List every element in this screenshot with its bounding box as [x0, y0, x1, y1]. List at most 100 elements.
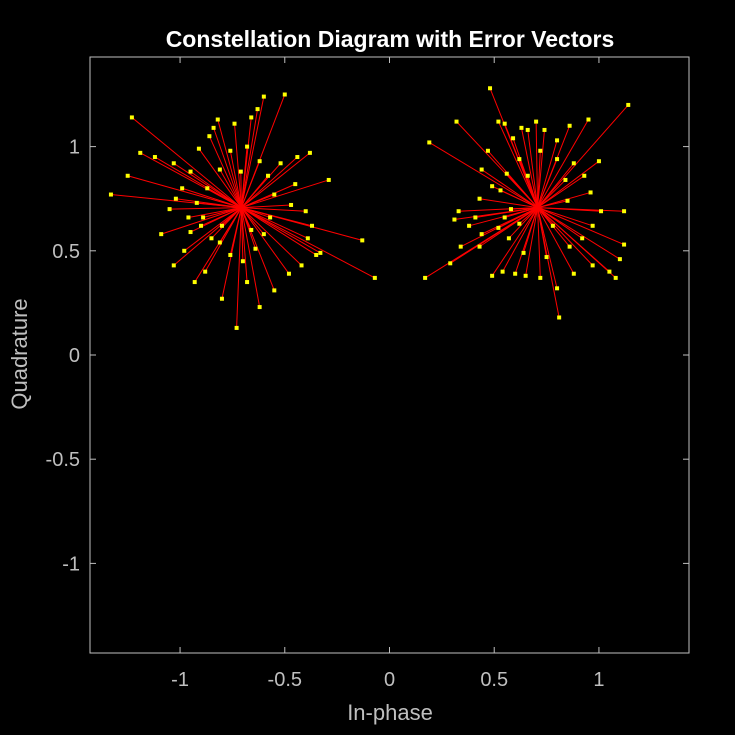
received-symbol-marker	[423, 275, 428, 280]
received-symbol-marker	[253, 246, 258, 251]
axis-ticks: -1 -0.5 0 0.5 1 -1 -0.5 0 0.5 1	[46, 57, 689, 691]
y-tick-label: -1	[62, 553, 80, 575]
received-symbol-marker	[171, 161, 176, 166]
error-vector	[537, 158, 558, 208]
received-symbol-marker	[238, 169, 243, 174]
error-vector	[240, 171, 242, 208]
error-vector	[502, 207, 539, 272]
received-symbol-marker	[607, 269, 612, 274]
received-symbol-marker	[477, 196, 482, 201]
error-vector	[537, 207, 554, 227]
error-vector	[508, 207, 538, 239]
received-symbol-marker	[203, 269, 208, 274]
received-symbol-marker	[245, 280, 250, 285]
error-vector	[241, 207, 306, 212]
received-symbol-marker	[240, 259, 245, 264]
received-symbol-marker	[303, 209, 308, 214]
received-symbol-marker	[479, 232, 484, 237]
received-symbol-marker	[586, 117, 591, 122]
error-vector	[537, 207, 602, 212]
received-symbol-marker	[571, 161, 576, 166]
error-vector	[241, 207, 302, 266]
error-vector	[188, 207, 242, 218]
received-symbol-marker	[617, 257, 622, 262]
error-vector	[537, 207, 558, 289]
received-symbol-marker	[454, 119, 459, 124]
error-vector	[229, 207, 242, 256]
received-symbol-marker	[249, 227, 254, 232]
received-symbol-marker	[219, 296, 224, 301]
error-vector	[525, 207, 539, 276]
received-symbol-marker	[622, 242, 627, 247]
error-vector	[535, 121, 539, 208]
received-symbol-marker	[571, 271, 576, 276]
constellation-cluster	[423, 86, 631, 320]
received-symbol-marker	[188, 169, 193, 174]
received-symbol-marker	[289, 202, 294, 207]
received-symbol-marker	[228, 148, 233, 153]
received-symbol-marker	[502, 215, 507, 220]
received-symbol-marker	[488, 86, 493, 91]
received-symbol-marker	[261, 232, 266, 237]
error-vector	[181, 187, 242, 209]
error-vector	[169, 207, 242, 210]
error-vector	[127, 175, 242, 209]
received-symbol-marker	[125, 173, 130, 178]
error-vector	[479, 207, 538, 248]
error-vector	[537, 207, 617, 279]
received-symbol-marker	[261, 94, 266, 99]
received-symbol-marker	[293, 182, 298, 187]
error-vector	[219, 207, 242, 243]
error-vector	[479, 198, 538, 209]
received-symbol-marker	[209, 236, 214, 241]
received-symbol-marker	[590, 263, 595, 268]
error-vector	[241, 152, 311, 209]
error-vector	[537, 200, 568, 209]
error-vector	[234, 123, 242, 208]
received-symbol-marker	[314, 252, 319, 257]
received-symbol-marker	[479, 167, 484, 172]
error-vector	[497, 121, 539, 208]
error-vector	[240, 207, 290, 275]
error-vector	[217, 119, 242, 208]
error-vector	[241, 207, 313, 227]
error-vector	[498, 207, 538, 229]
received-symbol-marker	[171, 263, 176, 268]
error-vector	[537, 207, 594, 266]
received-symbol-marker	[180, 186, 185, 191]
error-vector	[190, 171, 242, 209]
error-vector	[207, 187, 242, 209]
received-symbol-marker	[506, 236, 511, 241]
received-symbol-marker	[544, 255, 549, 260]
received-symbol-marker	[622, 209, 627, 214]
error-vector	[208, 135, 242, 208]
error-vector	[510, 207, 538, 210]
error-vector	[240, 207, 275, 291]
error-vector	[537, 207, 583, 239]
received-symbol-marker	[217, 167, 222, 172]
received-symbol-marker	[295, 155, 300, 160]
error-vector	[241, 183, 296, 209]
received-symbol-marker	[152, 155, 157, 160]
error-vector	[537, 160, 600, 209]
x-tick-label: -0.5	[268, 669, 302, 691]
error-vector	[527, 129, 539, 208]
error-vector	[506, 173, 538, 208]
received-symbol-marker	[502, 121, 507, 126]
received-symbol-marker	[255, 107, 260, 112]
error-vector	[537, 150, 541, 208]
received-symbol-marker	[257, 159, 262, 164]
received-symbol-marker	[108, 192, 113, 197]
received-symbol-marker	[523, 273, 528, 278]
error-vector	[504, 207, 538, 218]
received-symbol-marker	[138, 150, 143, 155]
received-symbol-marker	[272, 288, 277, 293]
error-vector	[241, 207, 309, 239]
received-symbol-marker	[199, 223, 204, 228]
received-symbol-marker	[563, 177, 568, 182]
error-vector	[241, 156, 298, 209]
error-vector	[520, 127, 539, 208]
error-vector	[537, 162, 575, 208]
received-symbol-marker	[326, 177, 331, 182]
